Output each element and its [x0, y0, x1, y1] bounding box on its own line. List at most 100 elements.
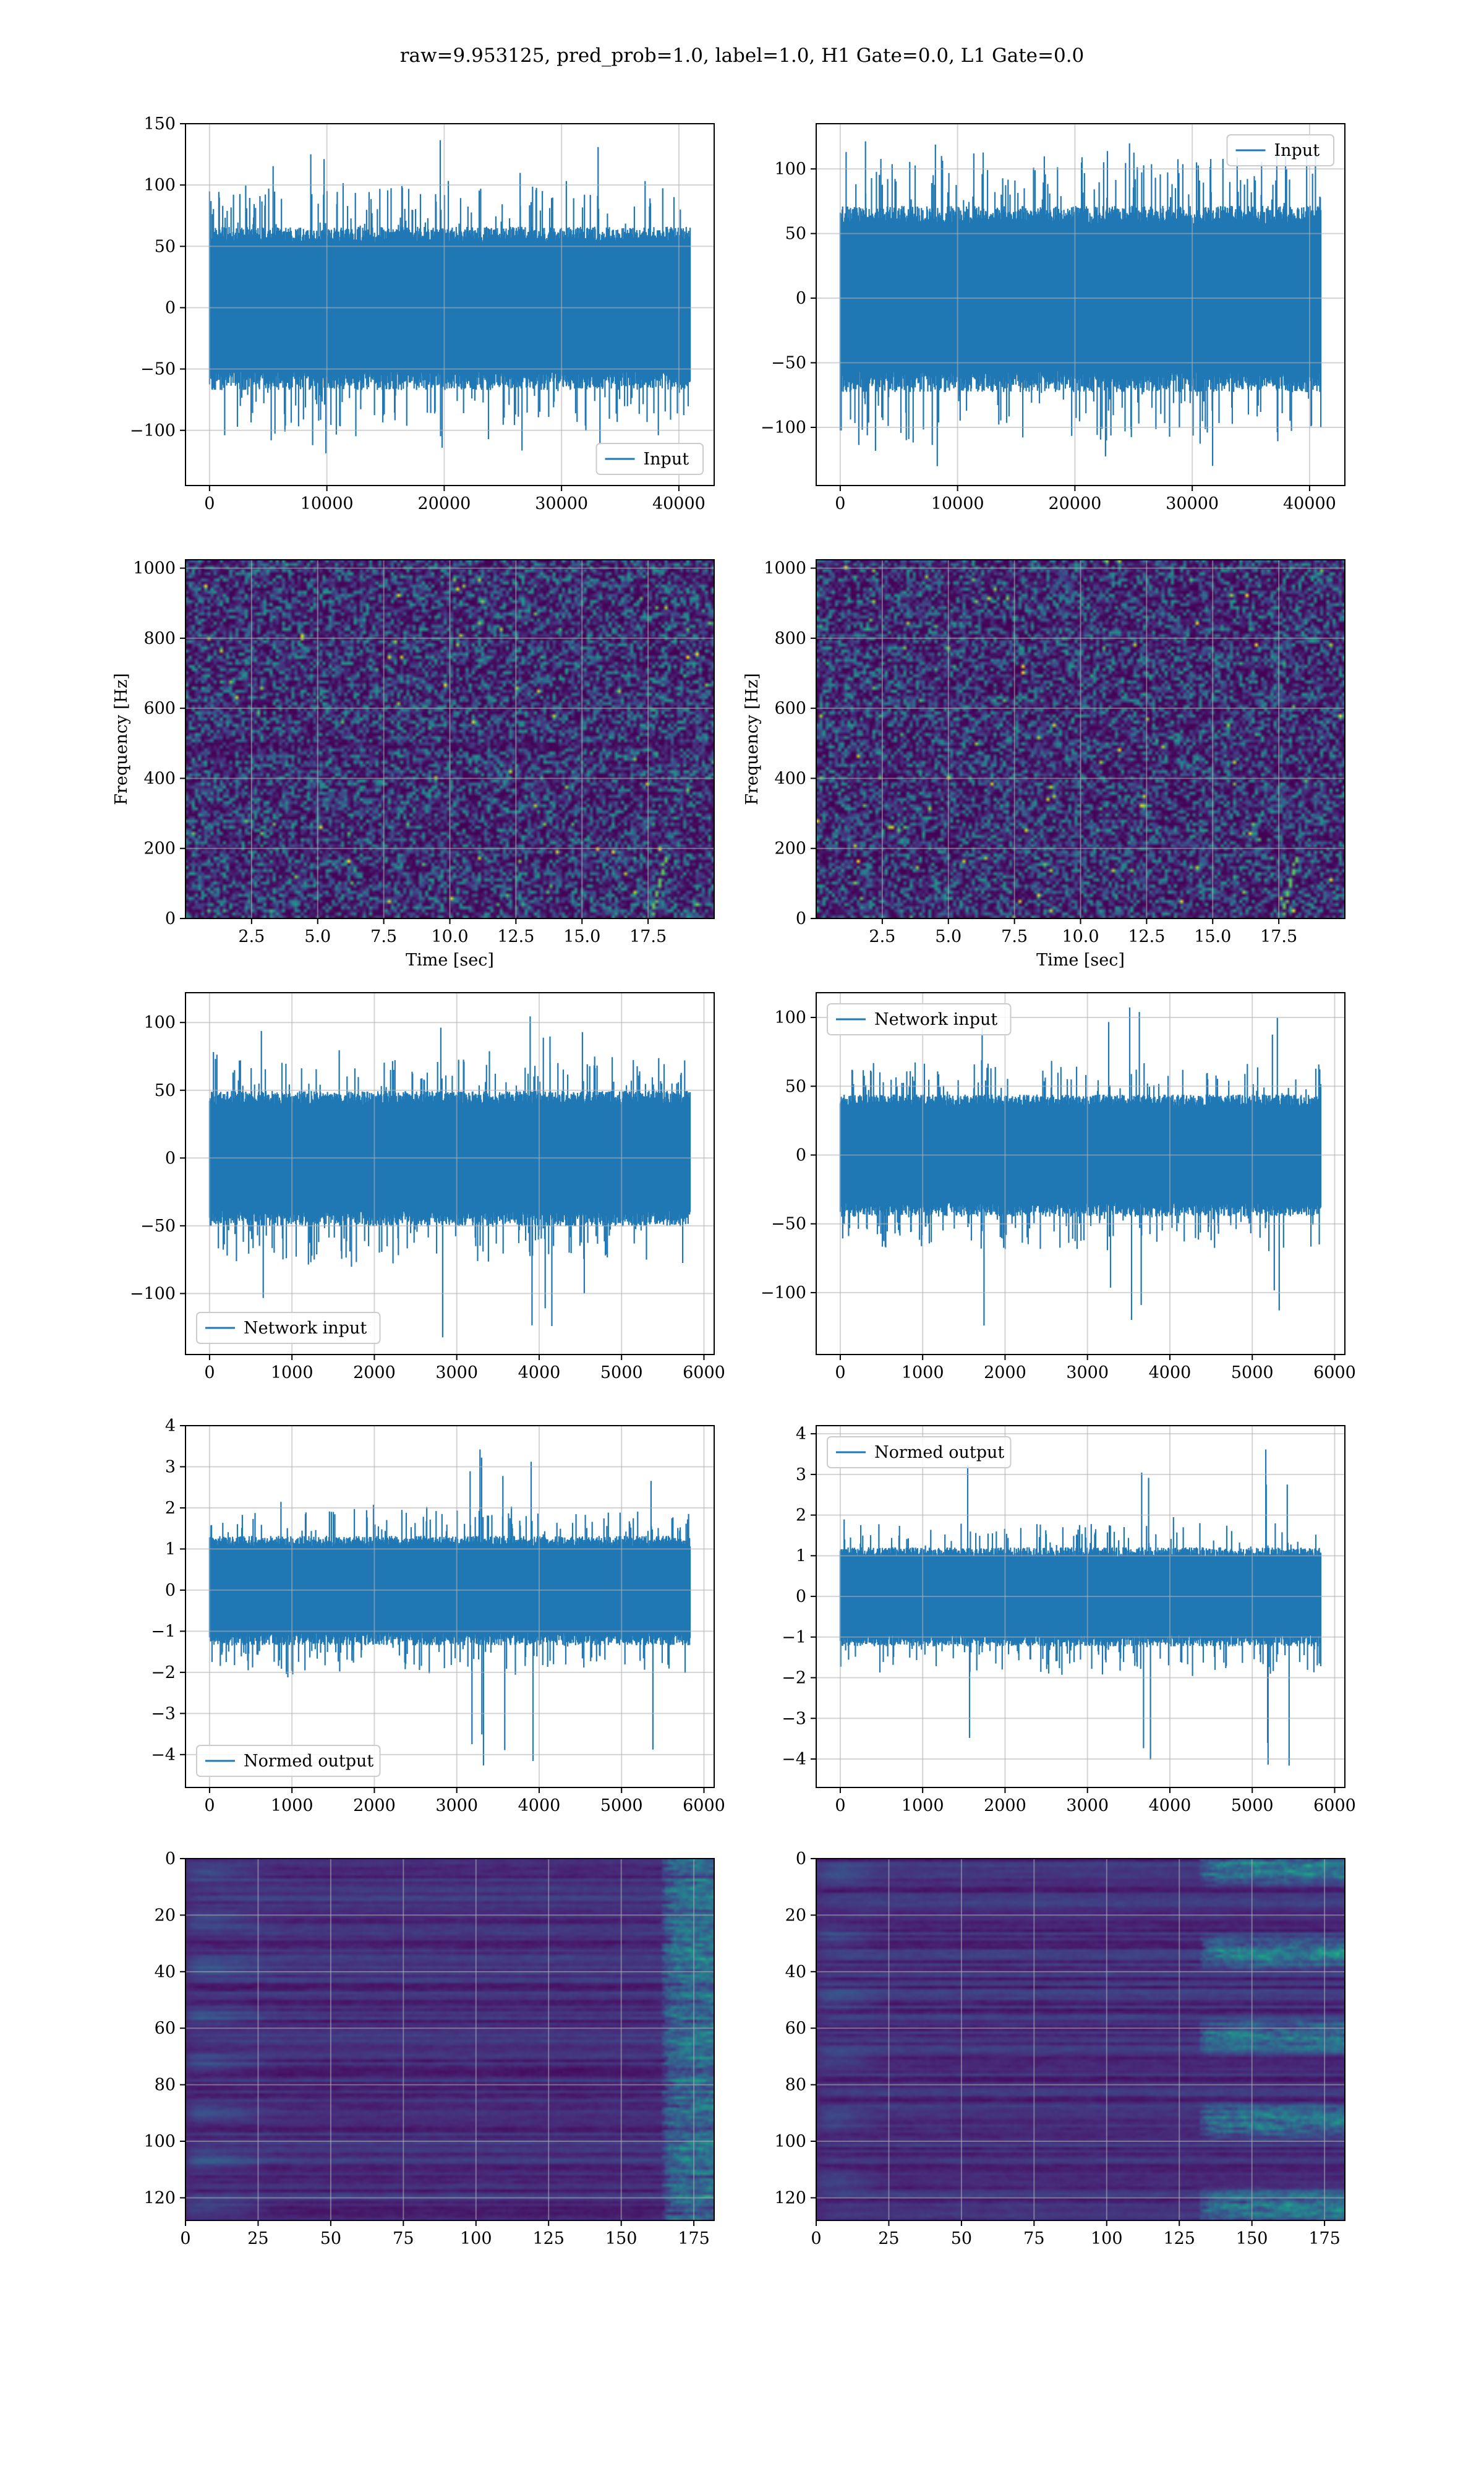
spectrogram-left-xtick-label-0: 2.5 [238, 927, 265, 946]
spectrogram-left-xtick-label-5: 15.0 [563, 927, 600, 946]
spectrogram-left-axes: 2.5 5.0 7.5 10.0 12.5 15.0 17.5 0 200 400 600 800 10… [112, 559, 715, 970]
network-input-right-xtick-label-0: 0 [835, 1363, 845, 1382]
network-input-right-xtick-label-2: 2000 [984, 1363, 1026, 1382]
raw-input-left-xtick-label-3: 30000 [535, 494, 588, 513]
raw-input-right-ytick-label-3: 50 [785, 225, 806, 244]
raw-input-right-ytick-label-1: −50 [771, 354, 806, 373]
raw-input-left-frame [185, 123, 715, 486]
normed-output-left-xtick-label-3: 3000 [435, 1796, 478, 1815]
raw-input-left-legend-label: Input [644, 450, 689, 469]
normed-output-right-ytick-label-3: −1 [782, 1628, 806, 1647]
spectrogram-right-axes: 2.5 5.0 7.5 10.0 12.5 15.0 17.5 0 200 400 600 800 10… [743, 559, 1345, 970]
spectrogram-right-xtick-label-3: 10.0 [1062, 927, 1099, 946]
network-input-left-legend-box [196, 1312, 381, 1344]
feature-map-left-ytick-label-3: 60 [155, 2019, 176, 2038]
network-input-right-legend-label: Network input [874, 1010, 997, 1029]
normed-output-left-ytick-label-8: 4 [165, 1416, 176, 1436]
network-input-right-legend-box [827, 1003, 1012, 1035]
normed-output-right-xtick-label-5: 5000 [1231, 1796, 1274, 1815]
network-input-right-xtick-label-5: 5000 [1231, 1363, 1274, 1382]
normed-output-left-ytick-label-3: −1 [151, 1622, 176, 1641]
normed-output-right-legend: Normed output [827, 1436, 1012, 1468]
normed-output-right-ytick-label-5: 1 [796, 1546, 806, 1565]
network-input-right-xtick-label-6: 6000 [1313, 1363, 1356, 1382]
feature-map-left-xtick-label-1: 25 [247, 2229, 268, 2248]
feature-map-right-frame [816, 1858, 1345, 2221]
spectrogram-left-xtick-label-2: 7.5 [370, 927, 397, 946]
feature-map-left-xtick-label-7: 175 [678, 2229, 710, 2248]
network-input-left-ytick-label-0: −100 [130, 1284, 176, 1303]
feature-map-right-ytick-label-3: 60 [785, 2019, 806, 2038]
raw-input-left-legend-box [595, 443, 704, 475]
normed-output-right-xtick-label-2: 2000 [984, 1796, 1026, 1815]
normed-output-left-ytick-label-6: 2 [165, 1499, 176, 1518]
normed-output-left-xtick-label-6: 6000 [683, 1796, 725, 1815]
feature-map-left-xtick-label-2: 50 [320, 2229, 341, 2248]
feature-map-right-ytick-label-2: 40 [785, 1963, 806, 1982]
raw-input-left-ytick-label-0: −100 [130, 421, 176, 440]
feature-map-left-xtick-label-4: 100 [460, 2229, 492, 2248]
spectrogram-left-ytick-label-3: 600 [143, 699, 176, 718]
normed-output-left-xtick-label-2: 2000 [353, 1796, 396, 1815]
normed-output-right-frame [816, 1425, 1345, 1788]
network-input-left-legend-label: Network input [244, 1319, 367, 1338]
network-input-right-xtick-label-1: 1000 [902, 1363, 944, 1382]
feature-map-left-xtick-label-0: 0 [180, 2229, 190, 2248]
raw-input-left-axes: 0 10000 20000 30000 40000 −100 −50 0 50 100 150 Inp… [130, 114, 715, 513]
network-input-left-frame [185, 992, 715, 1355]
network-input-right-ytick-label-4: 100 [774, 1008, 806, 1027]
network-input-right-ytick-label-1: −50 [771, 1215, 806, 1234]
spectrogram-left-ytick-label-1: 200 [143, 839, 176, 858]
feature-map-left-image [186, 1859, 714, 2220]
feature-map-right-xtick-label-1: 25 [878, 2229, 899, 2248]
network-input-left-ytick-label-3: 50 [155, 1081, 176, 1100]
spectrogram-left-xtick-label-6: 17.5 [629, 927, 667, 946]
feature-map-left-frame [185, 1858, 715, 2221]
spectrogram-right-xtick-label-5: 15.0 [1194, 927, 1231, 946]
spectrogram-right-xtick-label-2: 7.5 [1001, 927, 1028, 946]
feature-map-right-axes: 0 25 50 75 100 125 150 175 0 20 40 60 80 100 120 [774, 1849, 1345, 2248]
raw-input-right-legend: Input [1226, 134, 1334, 166]
feature-map-right-ytick-label-4: 80 [785, 2076, 806, 2095]
network-input-left-ytick-label-2: 0 [165, 1149, 176, 1168]
spectrogram-left-ylabel: Frequency [Hz] [112, 673, 131, 805]
normed-output-left-frame [185, 1425, 715, 1788]
raw-input-left-xtick-label-4: 40000 [652, 494, 706, 513]
spectrogram-left-xlabel: Time [sec] [406, 951, 494, 970]
network-input-left-xtick-label-2: 2000 [353, 1363, 396, 1382]
normed-output-left-axes: 0 1000 2000 3000 4000 5000 6000 −4 −3 −2 −1 0 1 2 3 4 No… [151, 1416, 725, 1815]
network-input-right-xtick-label-4: 4000 [1149, 1363, 1192, 1382]
spectrogram-left-ytick-label-0: 0 [165, 909, 176, 928]
spectrogram-right-ytick-label-0: 0 [796, 909, 806, 928]
normed-output-right-axes: 0 1000 2000 3000 4000 5000 6000 −4 −3 −2 −1 0 1 2 3 4 No… [782, 1424, 1356, 1815]
feature-map-right-xtick-label-2: 50 [951, 2229, 972, 2248]
feature-map-left-ytick-label-6: 120 [143, 2188, 176, 2207]
normed-output-left-legend: Normed output [196, 1745, 381, 1777]
raw-input-right-axes: 0 10000 20000 30000 40000 −100 −50 0 50 100 Input [761, 123, 1345, 513]
normed-output-left-ytick-label-0: −4 [151, 1745, 176, 1765]
normed-output-right-ytick-label-1: −3 [782, 1709, 806, 1728]
normed-output-left-xtick-label-5: 5000 [600, 1796, 643, 1815]
network-input-right-xtick-label-3: 3000 [1066, 1363, 1109, 1382]
raw-input-right-xtick-label-0: 0 [835, 494, 845, 513]
feature-map-right-xtick-label-3: 75 [1023, 2229, 1044, 2248]
normed-output-left-ytick-label-1: −3 [151, 1704, 176, 1723]
feature-map-right-xtick-label-4: 100 [1091, 2229, 1123, 2248]
normed-output-right-ytick-label-2: −2 [782, 1669, 806, 1688]
feature-map-right-ytick-label-1: 20 [785, 1906, 806, 1925]
spectrogram-left-xtick-label-3: 10.0 [431, 927, 468, 946]
spectrogram-left-xtick-label-4: 12.5 [497, 927, 534, 946]
network-input-left-ytick-label-1: −50 [140, 1217, 176, 1236]
normed-output-right-legend-box [827, 1436, 1012, 1468]
figure-suptitle: raw=9.953125, pred_prob=1.0, label=1.0, … [400, 45, 1085, 67]
spectrogram-right-xtick-label-1: 5.0 [935, 927, 962, 946]
feature-map-left-ytick-label-4: 80 [155, 2076, 176, 2095]
normed-output-right-xtick-label-0: 0 [835, 1796, 845, 1815]
spectrogram-right-ytick-label-3: 600 [774, 699, 806, 718]
raw-input-right-legend-label: Input [1274, 141, 1320, 160]
raw-input-right-frame [816, 123, 1345, 486]
feature-map-right-ytick-label-5: 100 [774, 2132, 806, 2151]
raw-input-right-xtick-label-4: 40000 [1283, 494, 1336, 513]
feature-map-right-xtick-label-0: 0 [811, 2229, 821, 2248]
